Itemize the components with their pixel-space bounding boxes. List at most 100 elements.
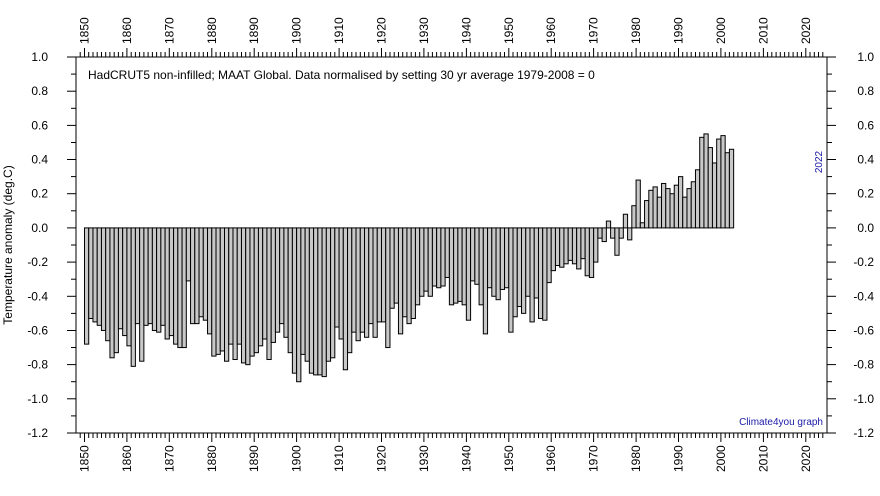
bar-1893 [266,227,272,361]
bar-1899 [291,227,298,374]
bar-1868 [160,227,166,326]
bar-1918 [372,227,378,338]
bar-1850 [83,227,90,345]
bar-1860 [126,227,132,347]
bar-1869 [164,227,170,340]
bar-1985 [656,196,663,229]
bar-1892 [262,227,268,340]
bar-1867 [156,227,162,333]
bar-1926 [406,227,412,325]
bar-1903 [308,227,315,374]
bar-1874 [185,227,192,282]
bar-1943 [478,227,484,306]
x-tick-label-bottom: 1930 [417,445,431,472]
bar-1900 [296,227,302,383]
bar-1921 [385,227,391,349]
y-tick-label-right: -0.2 [853,255,874,269]
bar-1974 [610,227,616,239]
bar-1934 [440,227,446,287]
bar-1920 [380,227,387,323]
bar-1927 [410,227,416,319]
x-tick-label-top: 1920 [375,17,389,44]
bar-1988 [669,193,675,229]
bar-1932 [431,227,438,287]
bar-1879 [207,227,213,335]
bar-1885 [232,227,238,361]
bar-1884 [228,227,234,345]
bar-1871 [173,227,179,345]
bar-1952 [516,227,523,308]
y-tick-label-left: 0.6 [31,118,48,132]
bar-1891 [257,227,264,347]
bar-1986 [661,182,667,229]
bar-1915 [359,227,366,333]
bar-1990 [678,176,684,229]
bar-1946 [491,227,497,297]
x-tick-label-top: 1890 [247,17,261,44]
bar-1949 [504,227,510,289]
bar-1919 [376,227,382,323]
bar-1873 [181,227,187,349]
bar-1967 [580,227,586,260]
bar-1880 [211,227,217,357]
bar-1924 [397,227,404,335]
bar-1917 [368,227,374,325]
bar-1975 [614,227,620,256]
bar-1999 [716,138,722,229]
bar-1912 [347,227,353,354]
bar-1970 [593,227,599,263]
bar-1979 [631,205,637,229]
x-tick-label-top: 1860 [120,17,134,44]
bar-1922 [389,227,395,309]
bar-1901 [300,227,306,355]
bars-layer [83,133,735,383]
bar-1962 [559,227,565,268]
bar-1864 [143,227,149,326]
bar-1928 [414,227,421,306]
bar-1995 [699,136,705,229]
bar-1944 [482,227,489,335]
bar-2001 [724,152,730,229]
bar-1851 [88,227,94,319]
x-tick-label-top: 2000 [714,17,728,44]
bar-1953 [521,227,527,314]
x-tick-label-bottom: 1900 [290,445,304,472]
bar-1883 [224,227,230,362]
bar-1853 [96,227,102,326]
bar-1905 [317,227,323,376]
x-tick-label-bottom: 1850 [78,445,92,472]
bar-1972 [601,227,607,243]
bar-1910 [338,227,344,340]
y-tick-label-left: -0.8 [27,358,48,372]
x-tick-label-top: 1900 [290,17,304,44]
bar-1882 [219,227,225,352]
y-tick-label-right: -0.4 [853,289,874,303]
bar-1870 [168,227,175,337]
bar-1976 [618,227,624,239]
bar-1994 [694,169,701,229]
bar-1950 [508,227,514,333]
bar-1923 [393,227,399,304]
y-axis-label: Temperature anomaly (deg.C) [1,165,15,324]
y-tick-label-left: 1.0 [31,50,48,64]
bar-1984 [652,186,658,229]
x-tick-label-bottom: 1880 [205,445,219,472]
y-tick-label-left: -0.6 [27,324,48,338]
bar-1956 [533,227,539,299]
bar-1862 [134,227,141,325]
bar-1888 [245,227,251,366]
bar-1861 [130,227,136,367]
bar-1866 [151,227,158,331]
x-tick-label-bottom: 2000 [714,445,728,472]
y-tick-label-right: 0.4 [857,153,874,167]
x-tick-label-bottom: 1920 [375,445,389,472]
bar-1982 [644,200,650,229]
x-tick-label-bottom: 1990 [672,445,686,472]
bar-1951 [512,227,518,318]
x-tick-label-top: 2020 [799,17,813,44]
y-tick-label-right: 0.6 [857,118,874,132]
bar-1987 [665,188,671,229]
bar-1858 [117,227,124,330]
bar-1965 [571,227,578,265]
bar-2002 [728,148,735,229]
